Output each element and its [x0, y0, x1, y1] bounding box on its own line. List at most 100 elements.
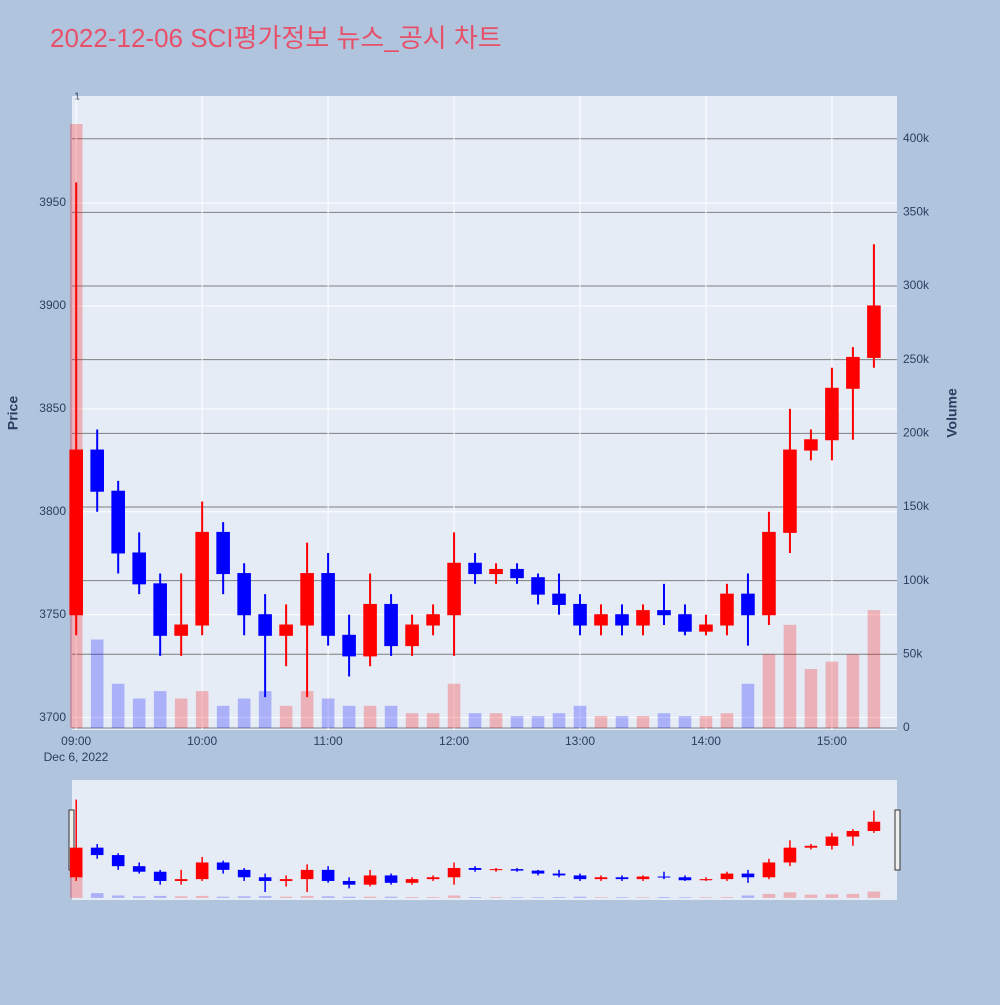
x-tick-label: 13:00 — [565, 734, 595, 748]
volume-bar — [510, 716, 524, 728]
slider-candle-body — [846, 831, 860, 837]
volume-bar — [825, 661, 839, 728]
slider-candle-body — [741, 873, 755, 878]
volume-bar — [279, 705, 293, 728]
volume-bar — [489, 713, 503, 728]
candle-body — [342, 634, 356, 657]
candle-body — [321, 573, 335, 636]
slider-candle-body — [69, 847, 83, 878]
volume-bar — [636, 716, 650, 728]
slider-candle-body — [573, 875, 587, 880]
volume-bar — [657, 713, 671, 728]
volume-bar — [153, 691, 167, 728]
y2-tick-label: 150k — [903, 499, 930, 513]
volume-bar — [258, 691, 272, 728]
volume-bar — [594, 716, 608, 728]
volume-bar — [363, 705, 377, 728]
slider-candle-body — [678, 877, 692, 881]
y2-tick-label: 400k — [903, 131, 930, 145]
candle-body — [489, 568, 503, 575]
slider-candle-body — [762, 862, 776, 878]
volume-bar — [552, 713, 566, 728]
volume-bar — [384, 705, 398, 728]
slider-candle-body — [90, 847, 104, 856]
slider-volume-bar — [300, 895, 314, 898]
slider-volume-bar — [258, 895, 272, 898]
volume-bar — [195, 691, 209, 728]
volume-bar — [867, 610, 881, 728]
volume-bar — [321, 698, 335, 728]
slider-candle-body — [426, 877, 440, 880]
slider-candle-body — [531, 870, 545, 874]
y-tick-label: 3750 — [39, 607, 66, 621]
volume-bar — [237, 698, 251, 728]
slider-candle-body — [615, 877, 629, 880]
slider-candle-body — [237, 869, 251, 878]
slider-volume-bar — [552, 897, 566, 898]
volume-bar — [447, 683, 461, 728]
slider-candle-body — [405, 879, 419, 883]
y-tick-label: 3700 — [39, 710, 66, 724]
slider-volume-bar — [174, 896, 188, 898]
candle-body — [531, 577, 545, 595]
x-tick-label: 12:00 — [439, 734, 469, 748]
slider-volume-bar — [594, 897, 608, 898]
candle-body — [783, 449, 797, 533]
candle-body — [300, 573, 314, 626]
slider-candle-body — [300, 869, 314, 880]
volume-bar — [300, 691, 314, 728]
slider-candle-body — [594, 877, 608, 880]
volume-bar — [342, 705, 356, 728]
slider-candle-body — [783, 847, 797, 863]
slider-volume-bar — [447, 895, 461, 898]
candle-body — [363, 603, 377, 657]
slider-volume-bar — [90, 893, 104, 898]
slider-candle-body — [636, 876, 650, 880]
candle-body — [699, 624, 713, 632]
volume-bar — [762, 654, 776, 728]
volume-bar — [531, 716, 545, 728]
slider-volume-bar — [678, 897, 692, 898]
slider-candle-body — [720, 873, 734, 880]
volume-bar — [90, 639, 104, 728]
slider-volume-bar — [426, 897, 440, 898]
chart-title: 2022-12-06 SCI평가정보 뉴스_공시 차트 — [50, 23, 502, 53]
y2-tick-label: 200k — [903, 425, 930, 439]
slider-volume-bar — [783, 892, 797, 898]
slider-candle-body — [342, 880, 356, 885]
y2-tick-label: 250k — [903, 352, 930, 366]
slider-candle-body — [804, 845, 818, 848]
slider-volume-bar — [846, 893, 860, 898]
slider-volume-bar — [825, 894, 839, 898]
candle-body — [384, 603, 398, 647]
slider-candle-body — [657, 876, 671, 878]
volume-bar — [720, 713, 734, 728]
slider-volume-bar — [741, 895, 755, 898]
candle-body — [153, 583, 167, 636]
slider-candle-body — [111, 855, 125, 867]
plot-area — [72, 96, 897, 730]
x-date-label: Dec 6, 2022 — [44, 750, 109, 764]
volume-bar — [741, 683, 755, 728]
slider-volume-bar — [615, 897, 629, 898]
slider-volume-bar — [468, 897, 482, 898]
x-tick-label: 10:00 — [187, 734, 217, 748]
candle-body — [426, 614, 440, 626]
volume-bar — [678, 716, 692, 728]
y-tick-label: 3800 — [39, 504, 66, 518]
y-tick-label: 3950 — [39, 195, 66, 209]
candle-body — [804, 439, 818, 451]
candle-body — [615, 614, 629, 626]
y2-tick-label: 300k — [903, 278, 930, 292]
volume-bar — [846, 654, 860, 728]
x-tick-label: 09:00 — [61, 734, 91, 748]
slider-volume-bar — [321, 896, 335, 898]
candle-body — [510, 568, 524, 579]
candle-body — [69, 449, 83, 616]
candle-body — [111, 490, 125, 554]
y-axis-title: Price — [5, 396, 21, 430]
candle-body — [720, 593, 734, 626]
slider-handle-right[interactable] — [894, 809, 901, 871]
range-slider[interactable] — [72, 780, 897, 900]
candle-body — [846, 356, 860, 389]
